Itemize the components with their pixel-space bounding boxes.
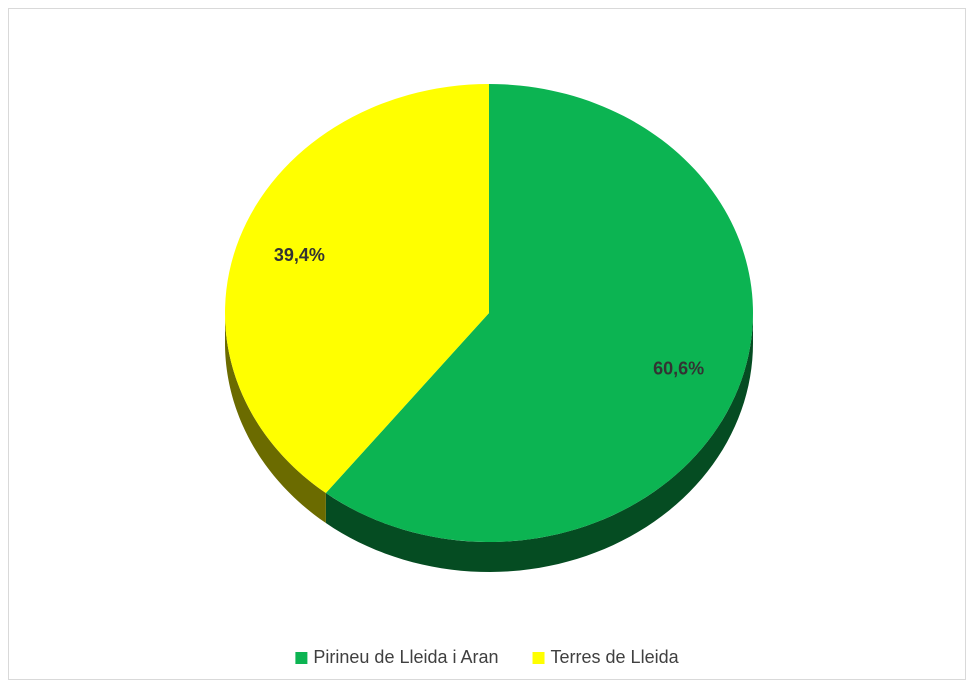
pie-slice [224,84,489,494]
pie-slice [325,84,753,542]
legend-swatch [295,652,308,664]
legend-label: Pirineu de Lleida i Aran [313,647,498,667]
legend-label: Terres de Lleida [551,647,680,667]
data-label: 60,6% [653,359,704,379]
pie-side [325,313,753,572]
legend-swatch [532,652,545,664]
legend: Pirineu de Lleida i Aran Terres de Lleida [295,647,680,667]
pie-side [225,313,326,524]
data-label: 39,4% [274,245,325,265]
